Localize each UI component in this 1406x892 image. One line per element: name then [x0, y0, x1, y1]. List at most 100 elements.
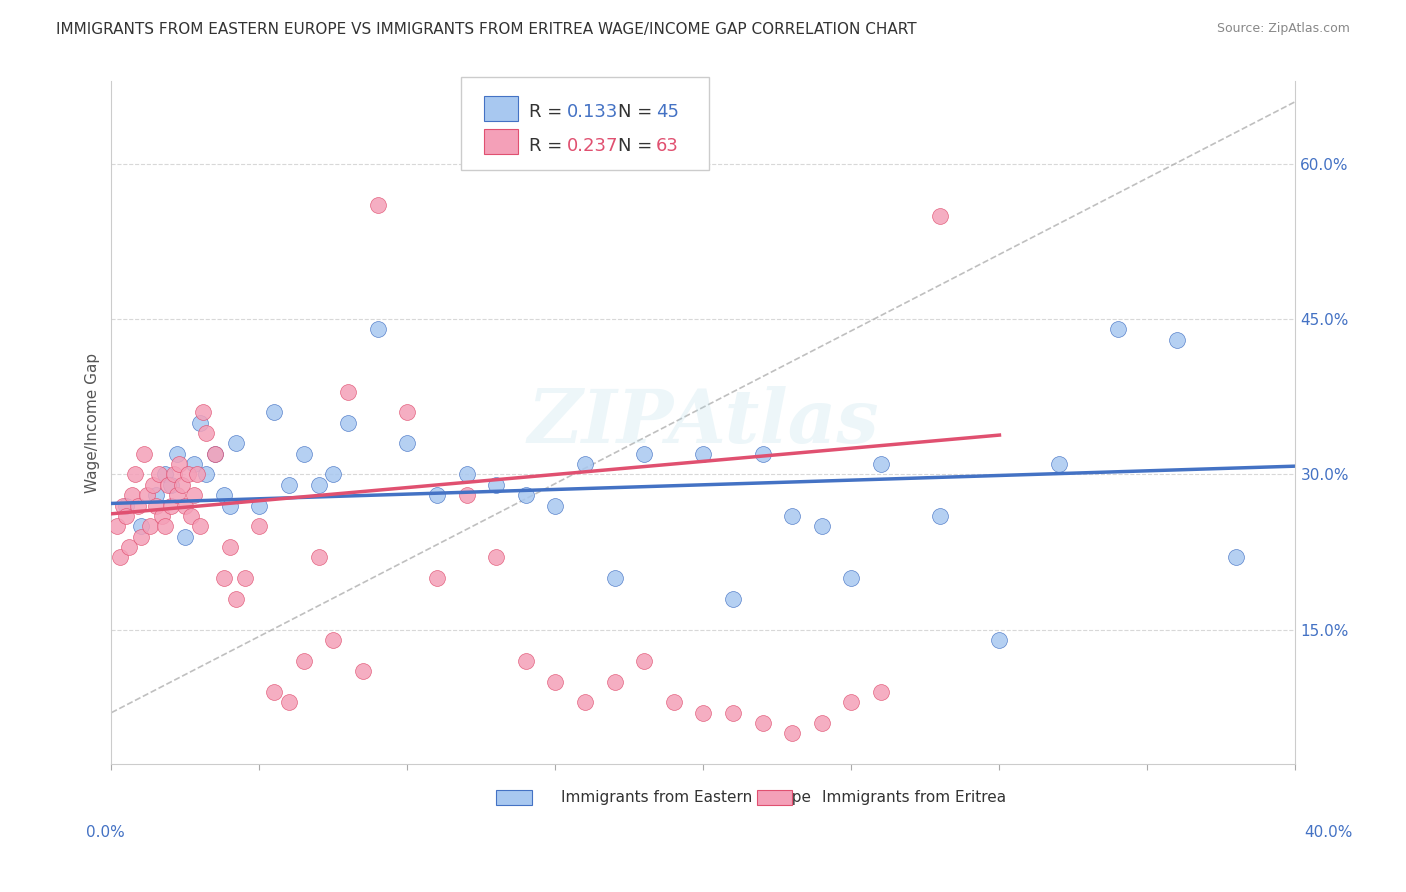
- Point: [929, 209, 952, 223]
- Point: [156, 477, 179, 491]
- Point: [322, 633, 344, 648]
- Point: [263, 405, 285, 419]
- Point: [515, 488, 537, 502]
- Point: [225, 436, 247, 450]
- FancyBboxPatch shape: [485, 129, 517, 154]
- Point: [1047, 457, 1070, 471]
- Point: [263, 685, 285, 699]
- Text: Source: ZipAtlas.com: Source: ZipAtlas.com: [1216, 22, 1350, 36]
- Point: [426, 571, 449, 585]
- Point: [721, 591, 744, 606]
- Point: [544, 674, 567, 689]
- Text: 0.133: 0.133: [567, 103, 619, 121]
- Point: [132, 447, 155, 461]
- Point: [988, 633, 1011, 648]
- Point: [188, 416, 211, 430]
- Point: [751, 447, 773, 461]
- Point: [166, 488, 188, 502]
- Point: [110, 550, 132, 565]
- Point: [662, 695, 685, 709]
- Point: [115, 499, 138, 513]
- Point: [212, 488, 235, 502]
- Text: IMMIGRANTS FROM EASTERN EUROPE VS IMMIGRANTS FROM ERITREA WAGE/INCOME GAP CORREL: IMMIGRANTS FROM EASTERN EUROPE VS IMMIGR…: [56, 22, 917, 37]
- Point: [929, 508, 952, 523]
- Point: [218, 540, 240, 554]
- Point: [159, 499, 181, 513]
- Point: [249, 519, 271, 533]
- Point: [129, 530, 152, 544]
- Point: [841, 695, 863, 709]
- Point: [278, 477, 301, 491]
- Text: ZIPAtlas: ZIPAtlas: [527, 386, 879, 458]
- Point: [751, 716, 773, 731]
- Point: [145, 488, 167, 502]
- Point: [292, 654, 315, 668]
- Point: [174, 530, 197, 544]
- Point: [159, 477, 181, 491]
- Point: [841, 571, 863, 585]
- Point: [153, 519, 176, 533]
- Point: [180, 508, 202, 523]
- Text: R =: R =: [530, 103, 568, 121]
- Point: [249, 499, 271, 513]
- Point: [367, 322, 389, 336]
- Point: [183, 488, 205, 502]
- Point: [153, 467, 176, 482]
- Point: [112, 499, 135, 513]
- Point: [278, 695, 301, 709]
- Point: [426, 488, 449, 502]
- Point: [115, 508, 138, 523]
- Point: [574, 695, 596, 709]
- Text: 0.0%: 0.0%: [86, 825, 125, 840]
- Point: [574, 457, 596, 471]
- Point: [105, 519, 128, 533]
- Point: [633, 654, 655, 668]
- Point: [233, 571, 256, 585]
- Point: [485, 477, 508, 491]
- Point: [308, 477, 330, 491]
- Point: [225, 591, 247, 606]
- Text: 40.0%: 40.0%: [1305, 825, 1353, 840]
- Point: [870, 685, 893, 699]
- Point: [633, 447, 655, 461]
- Point: [1107, 322, 1129, 336]
- Point: [780, 726, 803, 740]
- Point: [515, 654, 537, 668]
- Text: N =: N =: [619, 136, 658, 155]
- Text: N =: N =: [619, 103, 658, 121]
- Point: [129, 519, 152, 533]
- Point: [118, 540, 141, 554]
- Point: [193, 405, 215, 419]
- Point: [127, 499, 149, 513]
- Point: [124, 467, 146, 482]
- Point: [121, 488, 143, 502]
- Point: [692, 447, 714, 461]
- Point: [811, 716, 834, 731]
- Text: Immigrants from Eritrea: Immigrants from Eritrea: [823, 790, 1005, 805]
- Point: [174, 499, 197, 513]
- Point: [183, 457, 205, 471]
- Text: R =: R =: [530, 136, 568, 155]
- Point: [166, 447, 188, 461]
- Point: [292, 447, 315, 461]
- Point: [1166, 333, 1188, 347]
- Point: [603, 571, 626, 585]
- Point: [145, 499, 167, 513]
- Point: [780, 508, 803, 523]
- Point: [367, 198, 389, 212]
- Point: [337, 384, 360, 399]
- Point: [456, 488, 478, 502]
- Point: [1225, 550, 1247, 565]
- Point: [544, 499, 567, 513]
- Point: [811, 519, 834, 533]
- Point: [195, 425, 218, 440]
- Point: [870, 457, 893, 471]
- FancyBboxPatch shape: [496, 790, 531, 805]
- Point: [396, 405, 419, 419]
- Point: [352, 664, 374, 678]
- Point: [172, 477, 194, 491]
- Y-axis label: Wage/Income Gap: Wage/Income Gap: [86, 352, 100, 492]
- Point: [485, 550, 508, 565]
- Text: 45: 45: [657, 103, 679, 121]
- Point: [456, 467, 478, 482]
